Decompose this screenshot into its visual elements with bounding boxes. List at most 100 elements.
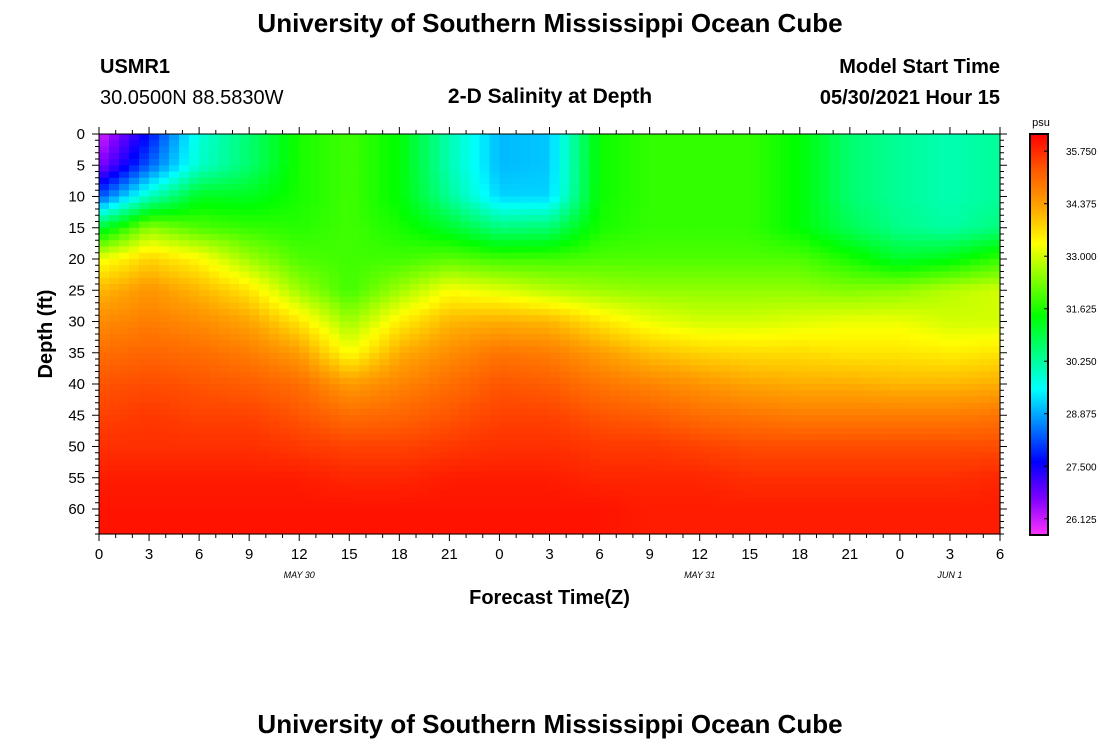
heatmap-cell bbox=[599, 415, 611, 423]
heatmap-cell bbox=[229, 459, 240, 466]
heatmap-cell bbox=[989, 190, 1001, 198]
heatmap-cell bbox=[499, 340, 511, 348]
heatmap-cell bbox=[919, 290, 931, 298]
heatmap-cell bbox=[299, 171, 310, 179]
heatmap-cell bbox=[319, 465, 330, 473]
heatmap-cell bbox=[439, 234, 450, 241]
heatmap-cell bbox=[499, 190, 511, 198]
heatmap-cell bbox=[569, 227, 581, 235]
heatmap-cell bbox=[629, 440, 641, 448]
heatmap-cell bbox=[359, 321, 370, 329]
heatmap-cell bbox=[349, 477, 360, 485]
station-coordinates: 30.0500N 88.5830W bbox=[100, 87, 284, 109]
heatmap-cell bbox=[969, 177, 981, 185]
heatmap-cell bbox=[229, 221, 240, 229]
heatmap-cell bbox=[719, 446, 731, 454]
heatmap-cell bbox=[969, 465, 981, 473]
heatmap-cell bbox=[629, 159, 641, 166]
heatmap-cell bbox=[569, 465, 581, 473]
heatmap-cell bbox=[229, 246, 240, 254]
heatmap-cell bbox=[839, 209, 851, 216]
heatmap-cell bbox=[769, 246, 781, 254]
heatmap-cell bbox=[829, 227, 841, 235]
heatmap-cell bbox=[259, 284, 270, 291]
heatmap-cell bbox=[479, 359, 491, 366]
heatmap-cell bbox=[589, 440, 601, 448]
heatmap-cell bbox=[269, 452, 280, 460]
heatmap-cell bbox=[649, 165, 661, 173]
heatmap-cell bbox=[899, 384, 911, 391]
heatmap-cell bbox=[299, 446, 310, 454]
heatmap-cell bbox=[869, 340, 881, 348]
heatmap-cell bbox=[899, 321, 911, 329]
heatmap-cell bbox=[119, 227, 130, 235]
heatmap-cell bbox=[399, 334, 410, 341]
heatmap-cell bbox=[259, 140, 270, 148]
heatmap-cell bbox=[129, 421, 140, 429]
heatmap-cell bbox=[869, 134, 881, 141]
heatmap-cell bbox=[289, 284, 300, 291]
heatmap-cell bbox=[849, 471, 861, 479]
heatmap-cell bbox=[759, 296, 771, 304]
heatmap-cell bbox=[279, 446, 290, 454]
heatmap-cell bbox=[549, 415, 561, 423]
heatmap-cell bbox=[889, 134, 901, 141]
heatmap-cell bbox=[819, 202, 831, 210]
heatmap-cell bbox=[619, 334, 631, 341]
heatmap-cell bbox=[509, 409, 521, 416]
heatmap-cell bbox=[199, 240, 210, 248]
heatmap-cell bbox=[189, 415, 200, 423]
heatmap-cell bbox=[589, 427, 601, 435]
heatmap-cell bbox=[289, 465, 300, 473]
heatmap-cell bbox=[909, 384, 921, 391]
heatmap-cell bbox=[829, 177, 841, 185]
heatmap-cell bbox=[379, 271, 390, 279]
heatmap-cell bbox=[649, 434, 661, 441]
heatmap-cell bbox=[659, 209, 671, 216]
heatmap-cell bbox=[899, 140, 911, 148]
heatmap-cell bbox=[749, 352, 761, 360]
heatmap-cell bbox=[389, 459, 400, 466]
heatmap-cell bbox=[389, 240, 400, 248]
heatmap-cell bbox=[649, 196, 661, 204]
heatmap-cell bbox=[639, 302, 651, 310]
heatmap-cell bbox=[659, 452, 671, 460]
heatmap-cell bbox=[639, 259, 651, 266]
heatmap-cell bbox=[289, 321, 300, 329]
heatmap-cell bbox=[529, 359, 541, 366]
heatmap-cell bbox=[869, 384, 881, 391]
heatmap-cell bbox=[459, 446, 471, 454]
heatmap-cell bbox=[649, 159, 661, 166]
heatmap-cell bbox=[99, 284, 110, 291]
heatmap-cell bbox=[389, 284, 400, 291]
heatmap-cell bbox=[739, 371, 751, 379]
heatmap-cell bbox=[339, 190, 350, 198]
heatmap-cell bbox=[549, 196, 561, 204]
heatmap-cell bbox=[699, 471, 711, 479]
heatmap-cell bbox=[539, 321, 551, 329]
heatmap-cell bbox=[759, 359, 771, 366]
heatmap-cell bbox=[799, 190, 811, 198]
heatmap-cell bbox=[349, 221, 360, 229]
heatmap-cell bbox=[779, 446, 791, 454]
heatmap-cell bbox=[169, 259, 180, 266]
heatmap-cell bbox=[639, 265, 651, 273]
heatmap-cell bbox=[839, 384, 851, 391]
heatmap-cell bbox=[189, 159, 200, 166]
heatmap-cell bbox=[559, 352, 571, 360]
heatmap-cell bbox=[189, 434, 200, 441]
heatmap-cell bbox=[649, 152, 661, 160]
heatmap-cell bbox=[529, 352, 541, 360]
heatmap-cell bbox=[529, 190, 541, 198]
heatmap-cell bbox=[239, 371, 250, 379]
heatmap-cell bbox=[119, 152, 130, 160]
heatmap-cell bbox=[839, 134, 851, 141]
heatmap-cell bbox=[479, 184, 491, 191]
heatmap-cell bbox=[819, 459, 831, 466]
heatmap-cell bbox=[439, 459, 450, 466]
heatmap-cell bbox=[719, 146, 731, 154]
heatmap-cell bbox=[669, 290, 681, 298]
heatmap-cell bbox=[119, 271, 130, 279]
heatmap-cell bbox=[599, 190, 611, 198]
heatmap-cell bbox=[209, 365, 220, 373]
